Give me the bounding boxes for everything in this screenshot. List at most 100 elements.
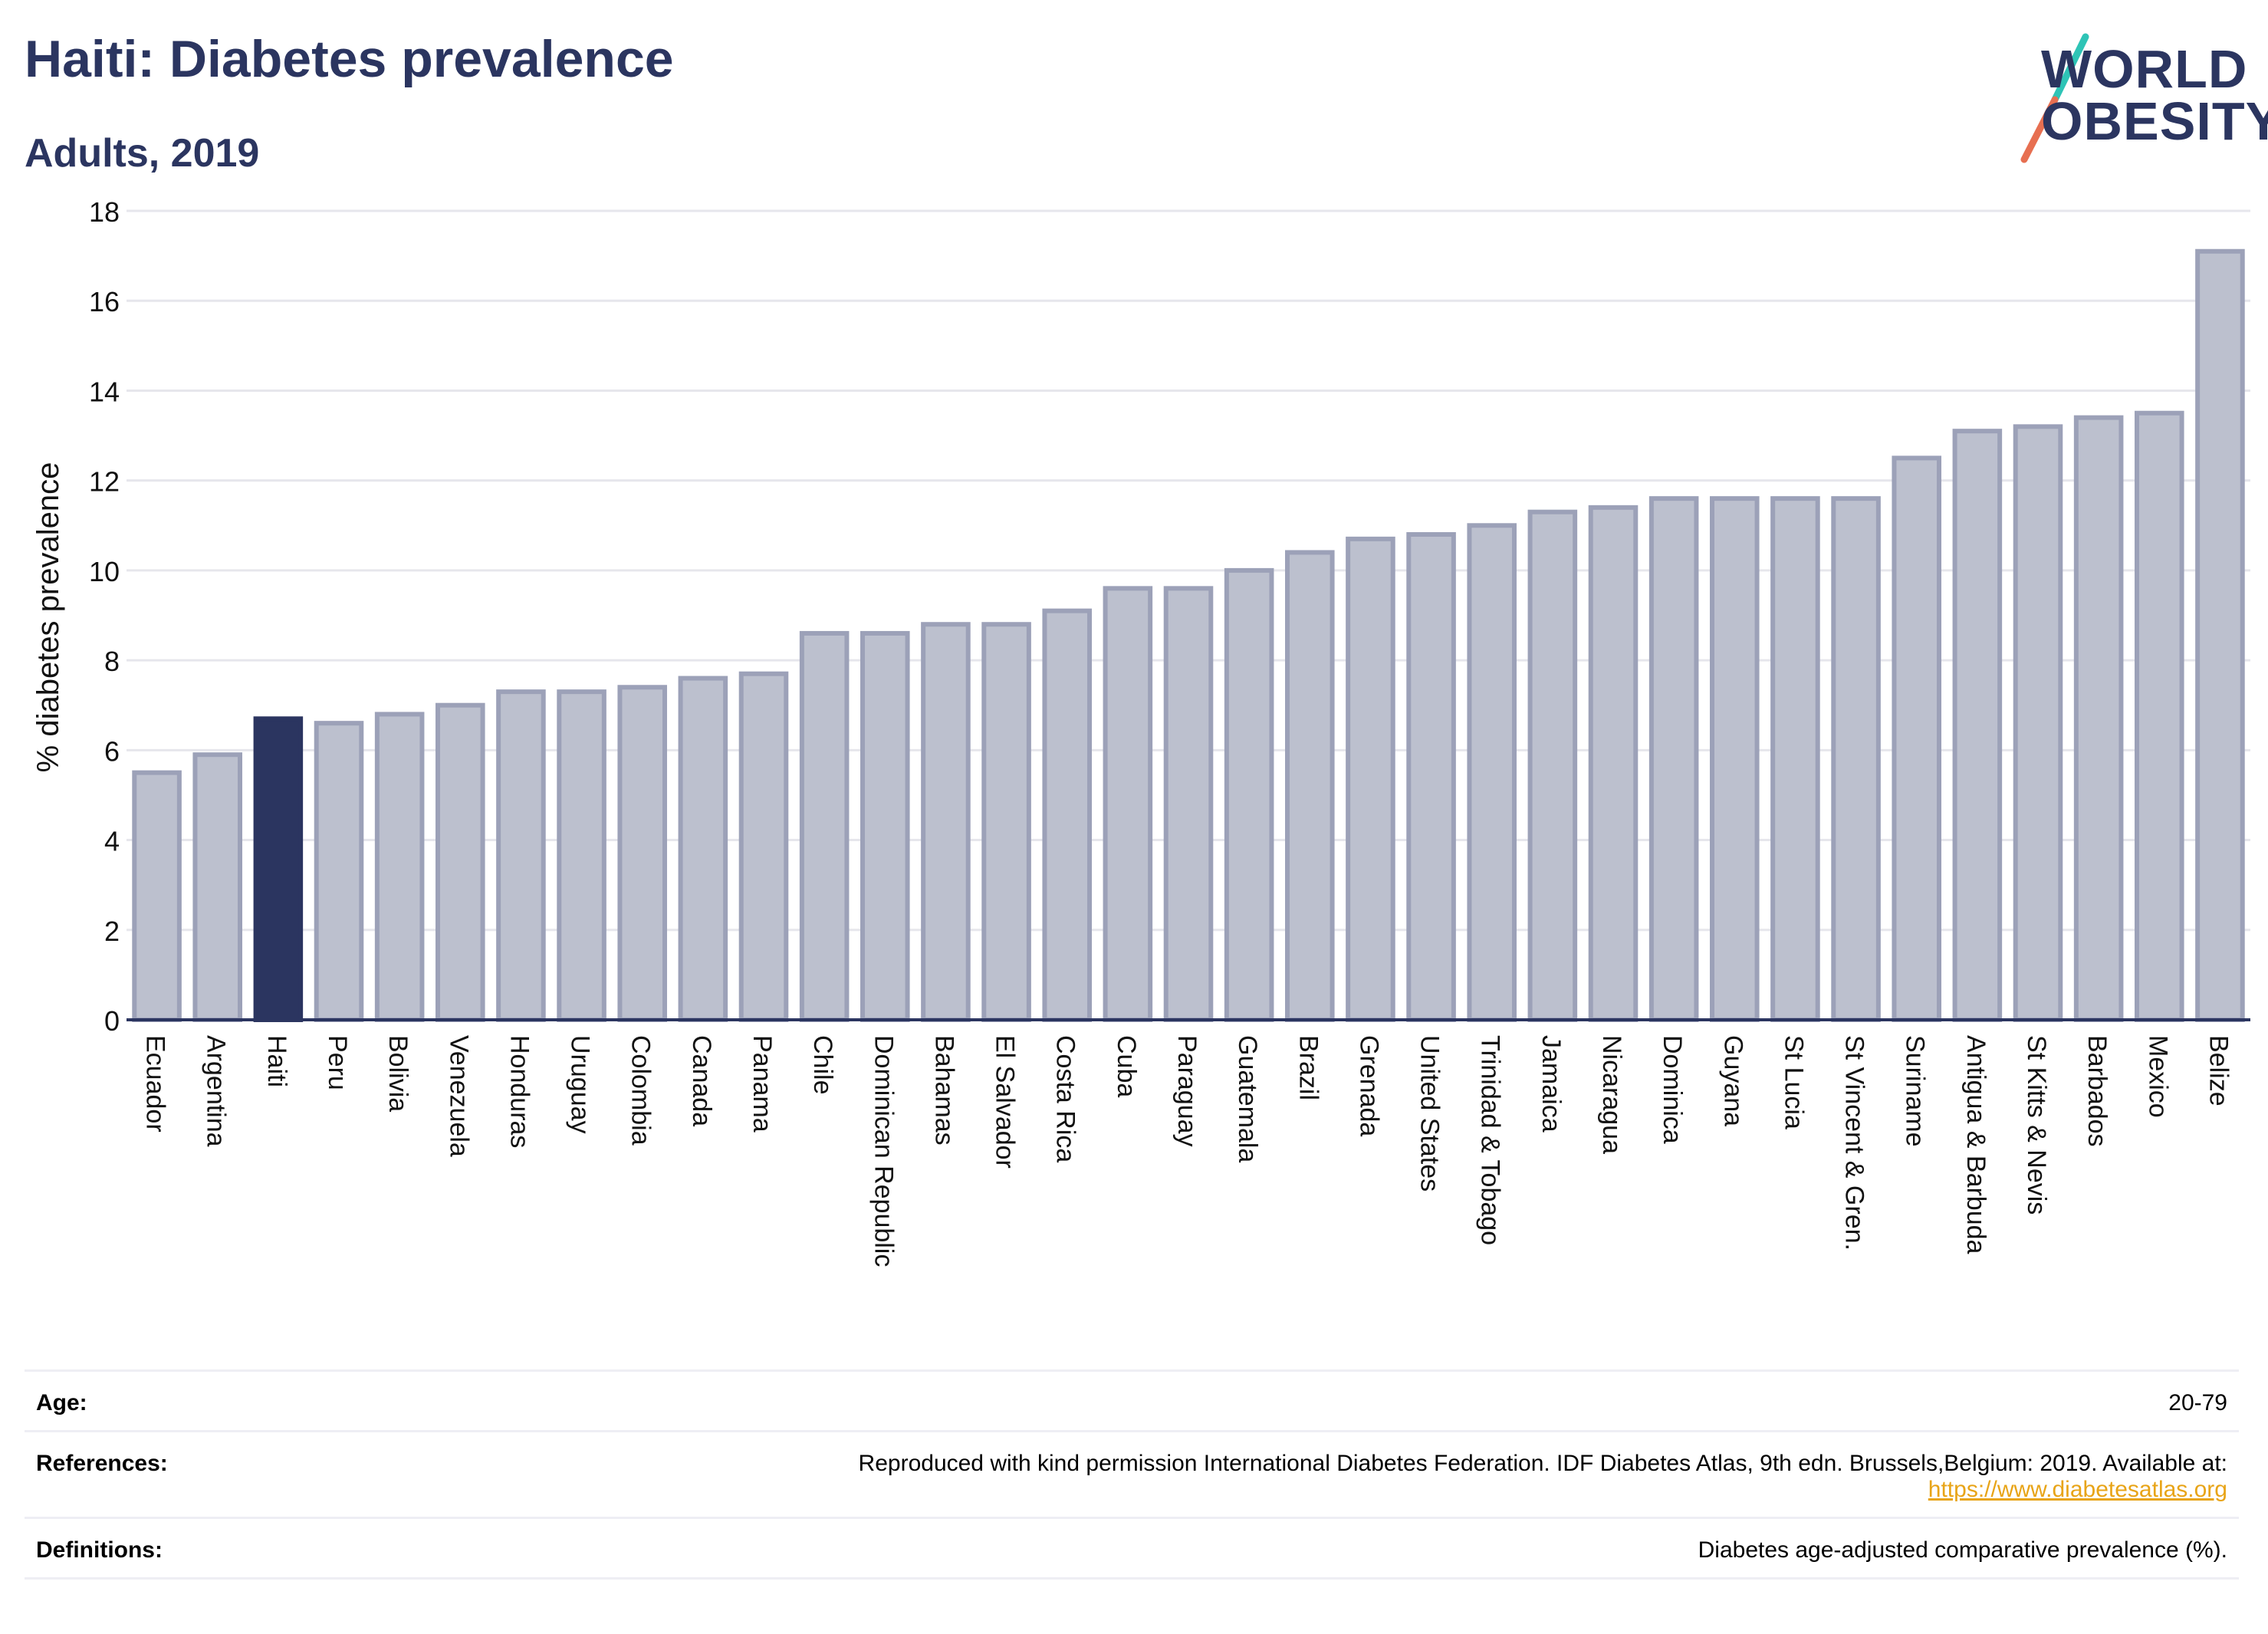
bar-nicaragua [1588, 505, 1639, 1023]
x-tick-label: El Salvador [991, 1035, 1020, 1169]
x-tick-label: Jamaica [1537, 1035, 1566, 1133]
x-tick-label: Paraguay [1172, 1035, 1201, 1147]
bar-guatemala [1224, 567, 1274, 1022]
y-tick-label: 2 [104, 916, 120, 947]
y-tick-label: 8 [104, 646, 120, 677]
bar-bolivia [374, 712, 425, 1022]
x-tick-label: Nicaragua [1597, 1035, 1626, 1154]
bar-paraguay [1163, 586, 1214, 1022]
x-tick-label: Costa Rica [1051, 1035, 1080, 1162]
age-label: Age: [36, 1390, 87, 1415]
x-tick-label: Trinidad & Tobago [1476, 1035, 1505, 1245]
details-table: Age: 20-79 References: Reproduced with k… [25, 1369, 2239, 1580]
bar-grenada [1346, 536, 1395, 1023]
x-tick-label: Peru [323, 1035, 352, 1090]
x-tick-label: Argentina [202, 1035, 231, 1147]
x-tick-label: United States [1415, 1035, 1445, 1192]
logo-text-obesity: OBESITY [2041, 91, 2268, 151]
references-row: References: Reproduced with kind permiss… [25, 1430, 2239, 1517]
x-tick-label: Dominican Republic [869, 1035, 898, 1267]
bar-barbados [2073, 415, 2124, 1023]
bar-ecuador [132, 770, 182, 1023]
y-tick-label: 10 [89, 556, 120, 587]
bar-mexico [2135, 410, 2184, 1022]
x-tick-label: Guyana [1718, 1035, 1747, 1126]
references-link[interactable]: https://www.diabetesatlas.org [1928, 1477, 2227, 1502]
bar-brazil [1285, 550, 1335, 1022]
bar-cuba [1103, 586, 1153, 1022]
x-tick-label: Canada [687, 1035, 716, 1126]
x-tick-label: Cuba [1112, 1035, 1141, 1097]
y-tick-label: 6 [104, 735, 120, 767]
x-tick-label: Chile [808, 1035, 837, 1094]
bar-venezuela [436, 702, 485, 1022]
bar-st-lucia [1770, 496, 1820, 1023]
definitions-label: Definitions: [36, 1537, 163, 1563]
bar-chile [799, 630, 850, 1022]
y-tick-label: 12 [89, 466, 120, 498]
y-tick-label: 14 [89, 376, 120, 407]
references-text: Reproduced with kind permission Internat… [858, 1451, 2227, 1476]
x-tick-label: Antigua & Barbuda [1961, 1035, 1990, 1254]
page-subtitle: Adults, 2019 [25, 131, 260, 176]
logo-text-world: WORLD [2041, 39, 2248, 99]
bar-bahamas [921, 622, 971, 1022]
x-tick-label: St Vincent & Gren. [1840, 1035, 1869, 1251]
bar-el-salvador [981, 622, 1031, 1022]
x-tick-label: Guatemala [1233, 1035, 1262, 1162]
bar-haiti [253, 716, 304, 1022]
y-tick-label: 16 [89, 286, 120, 317]
x-tick-label: Belize [2204, 1035, 2233, 1106]
x-tick-label: Uruguay [566, 1035, 595, 1134]
page-title: Haiti: Diabetes prevalence [25, 30, 674, 88]
y-tick-label: 18 [89, 196, 120, 228]
logo-slash-icon [2020, 33, 2089, 163]
age-row: Age: 20-79 [25, 1369, 2239, 1430]
bar-suriname [1892, 455, 1941, 1023]
x-tick-label: St Lucia [1779, 1035, 1808, 1129]
axes: 0 2 4 6 8 10 12 14 16 18 Ecuador Argentina Haiti Peru… [89, 196, 2250, 1267]
y-tick-label: 0 [104, 1005, 120, 1037]
x-tick-label: Bahamas [929, 1035, 958, 1146]
bar-guyana [1710, 496, 1760, 1023]
x-tick-label: Dominica [1658, 1035, 1687, 1144]
bar-st-kitts-nevis [2013, 424, 2063, 1023]
bar-argentina [192, 752, 242, 1022]
bar-dominican-republic [860, 630, 910, 1022]
x-tick-label: Grenada [1354, 1035, 1383, 1136]
x-tick-label: Colombia [626, 1035, 656, 1146]
bar-honduras [496, 689, 546, 1023]
age-value: 20-79 [2168, 1390, 2227, 1415]
bar-costa-rica [1042, 608, 1092, 1022]
world-obesity-logo: WORLD OBESITY [1994, 31, 2268, 169]
bar-uruguay [557, 689, 606, 1023]
x-tick-label: Mexico [2143, 1035, 2172, 1118]
x-tick-label: Panama [748, 1035, 777, 1133]
x-tick-label: Suriname [1901, 1035, 1930, 1147]
x-tick-label: Honduras [505, 1035, 534, 1148]
y-axis-label: % diabetes prevalence [31, 462, 65, 773]
references-value: Reproduced with kind permission Internat… [859, 1451, 2227, 1503]
x-tick-label: St Kitts & Nevis [2022, 1035, 2051, 1215]
references-label: References: [36, 1451, 168, 1476]
bar-belize [2195, 248, 2245, 1022]
y-tick-label: 4 [104, 826, 120, 857]
bars [132, 248, 2245, 1023]
bar-canada [678, 676, 728, 1022]
x-tick-label: Brazil [1293, 1035, 1323, 1100]
definitions-row: Definitions: Diabetes age-adjusted compa… [25, 1517, 2239, 1580]
x-tick-label: Barbados [2082, 1035, 2112, 1147]
definitions-value: Diabetes age-adjusted comparative preval… [1698, 1537, 2227, 1563]
x-tick-label: Bolivia [383, 1035, 413, 1112]
x-tick-label: Haiti [262, 1035, 291, 1087]
bar-peru [314, 721, 364, 1023]
bar-antigua-barbuda [1952, 429, 2003, 1022]
bar-colombia [617, 685, 667, 1022]
bar-panama [738, 671, 789, 1022]
bar-chart: 0 2 4 6 8 10 12 14 16 18 Ecuador Argentina Haiti Peru… [31, 196, 2250, 1267]
bar-trinidad-tobago [1467, 523, 1517, 1022]
bar-united-states [1406, 532, 1456, 1022]
x-tick-label: Venezuela [444, 1035, 473, 1157]
bar-dominica [1648, 496, 1699, 1023]
bar-st-vincent-gren- [1831, 496, 1881, 1023]
